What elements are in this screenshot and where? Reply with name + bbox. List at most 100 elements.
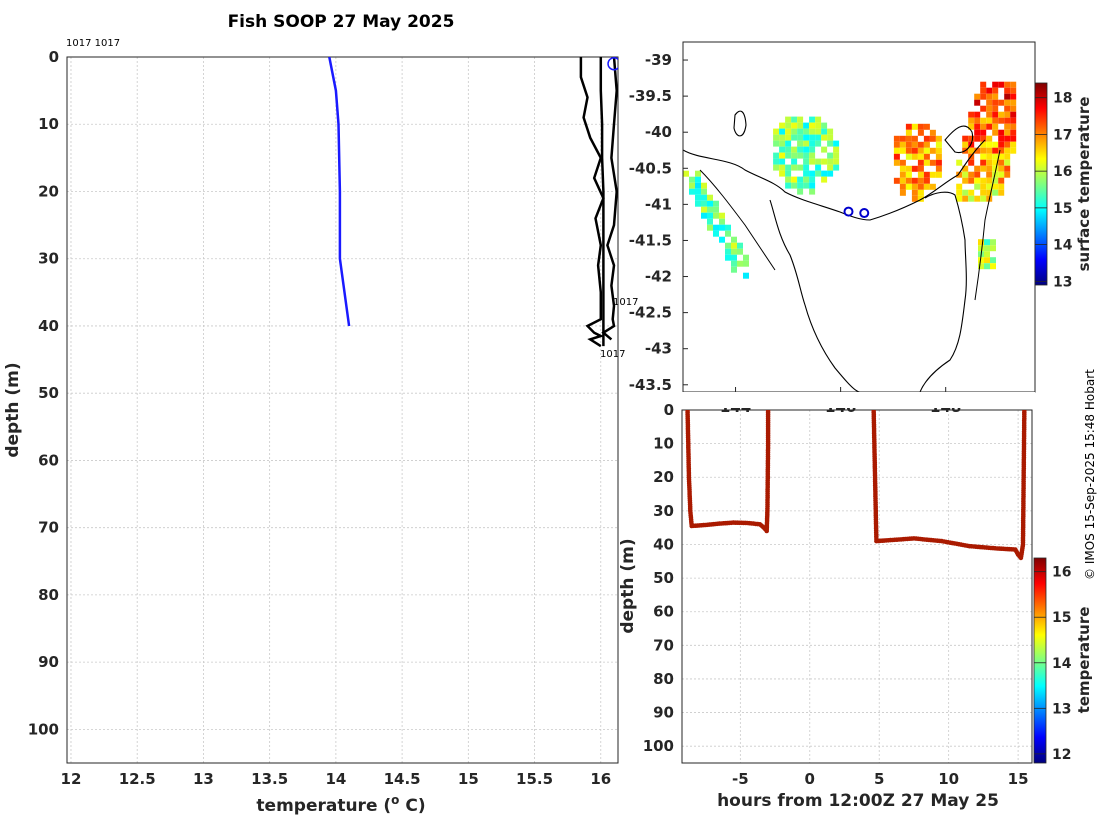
sst-cell — [974, 171, 981, 178]
sst-cell — [773, 134, 780, 141]
sst-cell — [731, 236, 737, 243]
sst-cell — [917, 165, 924, 172]
profile-ytick-label: 80 — [38, 586, 59, 604]
sst-cell — [980, 123, 987, 130]
sst-cell — [797, 134, 804, 141]
profile-panel: 12 12.5 13 13.5 14 14.5 15 15.5 16 0 10 20 30 40 50 60 7… — [3, 38, 638, 816]
profile-ytick-label: 0 — [49, 48, 59, 66]
sst-cell — [695, 170, 701, 177]
sst-cell — [1004, 87, 1011, 94]
map-colorbar-tick-label: 15 — [1053, 201, 1072, 217]
sst-cell — [833, 164, 840, 171]
sst-cell — [701, 188, 707, 195]
sst-cell — [797, 122, 804, 129]
sst-cell — [785, 140, 792, 147]
sst-cell — [923, 153, 930, 160]
profile-label-top: 1017 1017 — [66, 38, 120, 49]
sst-cell — [974, 129, 981, 136]
sst-cell — [911, 153, 918, 160]
sst-cell — [707, 218, 713, 225]
sst-cell — [911, 195, 918, 202]
sst-cell — [701, 212, 707, 219]
sst-cell — [719, 236, 725, 243]
track-colorbar-ticks: 12 13 14 15 16 — [1034, 565, 1072, 763]
sst-cell — [917, 141, 924, 148]
sst-cell — [809, 146, 816, 153]
sst-cell — [968, 117, 975, 124]
profile-xtick-label: 13 — [193, 770, 214, 788]
sst-cell — [791, 152, 798, 159]
sst-cell — [1004, 141, 1011, 148]
sst-cell — [992, 141, 999, 148]
sst-cell — [713, 230, 719, 237]
sst-cell — [791, 182, 798, 189]
sst-cell — [707, 212, 713, 219]
sst-cell — [974, 165, 981, 172]
sst-cell — [935, 153, 942, 160]
sst-cell — [911, 147, 918, 154]
sst-cell — [827, 170, 834, 177]
track-point — [765, 410, 771, 413]
sst-cell — [785, 116, 792, 123]
sst-cell — [980, 159, 987, 166]
track-ytick-label: 30 — [653, 502, 674, 520]
sst-cell — [1004, 111, 1011, 118]
sst-cell — [731, 248, 737, 255]
sst-cell — [731, 242, 737, 249]
reference-profile-line — [599, 57, 605, 347]
profile-ylabel: depth (m) — [3, 362, 23, 457]
sst-cell — [893, 141, 900, 148]
sst-cell — [962, 165, 969, 172]
sst-cell — [1010, 141, 1017, 148]
map-colorbar-tick-label: 16 — [1053, 164, 1072, 180]
figure-title: Fish SOOP 27 May 2025 — [228, 12, 455, 32]
sst-cell — [968, 123, 975, 130]
profile-ytick-label: 20 — [38, 182, 59, 200]
track-ylabel: depth (m) — [618, 538, 638, 633]
sst-cell — [998, 135, 1005, 142]
sst-cell — [923, 141, 930, 148]
sst-cell — [990, 245, 996, 252]
sst-cell — [992, 81, 999, 88]
sst-cell — [956, 171, 963, 178]
sst-cell — [980, 81, 987, 88]
sst-cell — [980, 153, 987, 160]
sst-cell — [1004, 159, 1011, 166]
profile-ytick-label: 30 — [38, 250, 59, 268]
map-ytick-label: -41 — [645, 195, 672, 213]
sst-cell — [986, 141, 993, 148]
track-xlabel: hours from 12:00Z 27 May 25 — [717, 791, 999, 811]
sst-cell — [935, 135, 942, 142]
sst-cell — [713, 212, 719, 219]
sst-cell — [695, 188, 701, 195]
sst-cell — [992, 129, 999, 136]
sst-cell — [974, 111, 981, 118]
sst-cell — [962, 189, 969, 196]
sst-cell — [929, 135, 936, 142]
sst-cell — [743, 254, 749, 261]
sst-cell — [779, 158, 786, 165]
sst-cell — [821, 128, 828, 135]
sst-cell — [1004, 135, 1011, 142]
sst-cell — [893, 135, 900, 142]
sst-cell — [980, 189, 987, 196]
sst-cell — [779, 164, 786, 171]
sst-cell — [803, 176, 810, 183]
sst-cell — [992, 123, 999, 130]
map-colorbar-tick-label: 13 — [1053, 274, 1072, 290]
sst-cell — [923, 177, 930, 184]
sst-cell — [803, 164, 810, 171]
sst-cell — [917, 129, 924, 136]
sst-cell — [992, 99, 999, 106]
sst-cell — [998, 141, 1005, 148]
sst-cell — [929, 129, 936, 136]
station-marker — [859, 208, 870, 219]
track-xtick-label: 5 — [874, 770, 884, 788]
sst-cell — [923, 123, 930, 130]
sst-cell — [905, 177, 912, 184]
track-points — [685, 410, 1027, 561]
sst-cell — [968, 147, 975, 154]
sst-cell — [797, 116, 804, 123]
sst-cell — [992, 153, 999, 160]
